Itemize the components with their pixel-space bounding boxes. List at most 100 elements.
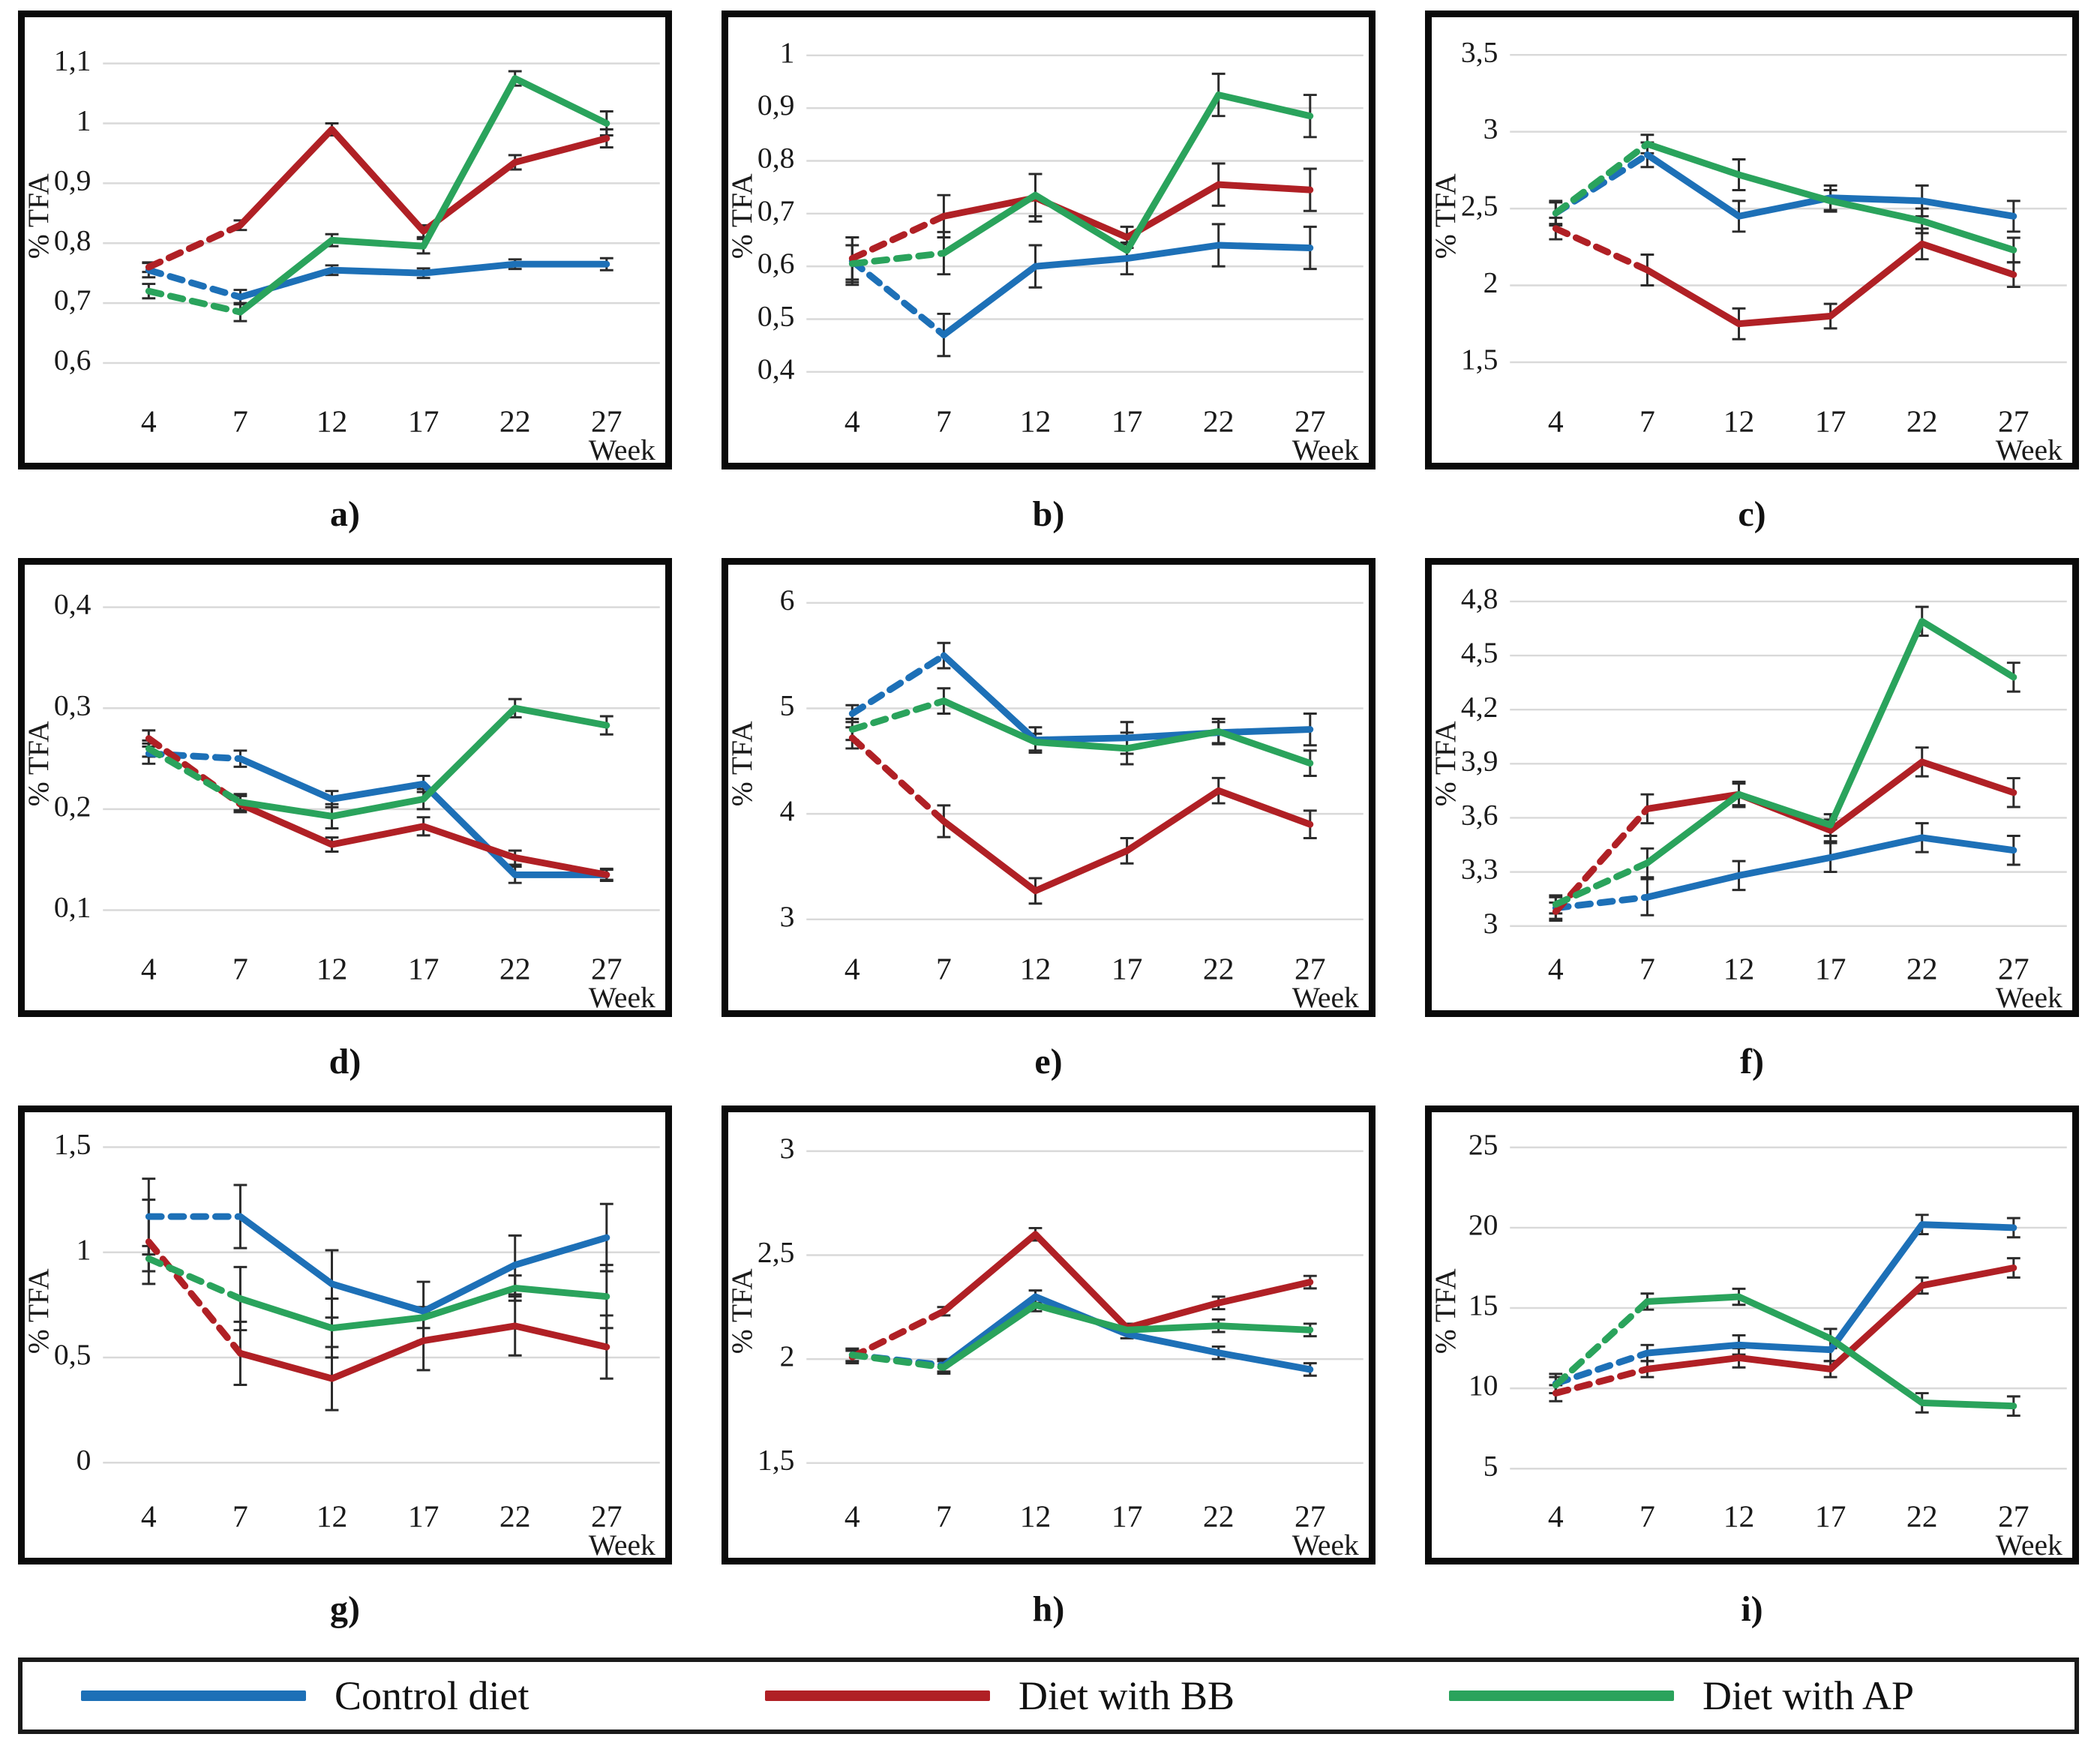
x-tick-label: 27 — [1998, 951, 2030, 986]
series-diet-with-bb-dashed — [1552, 225, 1651, 274]
y-tick-label: 0,8 — [758, 142, 794, 175]
series-diet-with-ap-dashed — [145, 745, 244, 806]
series-diet-with-ap-dashed — [1552, 140, 1651, 217]
y-axis-label: % TFA — [25, 1268, 55, 1354]
y-tick-label: 1,5 — [1461, 343, 1498, 376]
series-diet-with-bb-line — [1643, 758, 2018, 834]
gridlines: 5 10 15 20 25 — [1468, 1128, 2067, 1482]
y-tick-label: 1,1 — [54, 44, 91, 77]
panel-c: 1,5 2 2,5 3 3,5 % TFA 4 7 12 17 22 27 Week c) — [1425, 10, 2079, 558]
chart-box-e: 3 4 5 6 % TFA 4 7 12 17 22 27 Week — [722, 558, 1376, 1017]
series-diet-with-bb-line — [940, 181, 1314, 241]
panel-label-g: g) — [330, 1588, 360, 1629]
series-diet-with-bb-dashed — [848, 212, 947, 262]
x-tick-label: 27 — [1294, 1498, 1326, 1533]
y-tick-label: 0,4 — [54, 588, 92, 621]
panel-e: 3 4 5 6 % TFA 4 7 12 17 22 27 Week e) — [722, 558, 1376, 1106]
x-tick-label: 4 — [844, 404, 860, 438]
x-tick-labels: 4 7 12 17 22 27 — [1548, 404, 2030, 438]
x-tick-label: 27 — [591, 951, 622, 986]
series-control-diet-dashed — [1552, 893, 1651, 912]
x-tick-label: 7 — [1640, 1498, 1655, 1533]
x-axis-label: Week — [589, 434, 656, 463]
series-diet-with-bb-line — [1643, 240, 2018, 328]
series-diet-with-ap-line — [236, 1285, 610, 1332]
panel-label-f: f) — [1740, 1041, 1764, 1082]
panel-d: 0,1 0,2 0,3 0,4 % TFA 4 7 12 17 22 27 Week d) — [18, 558, 672, 1106]
series-diet-with-bb-dashed — [145, 1238, 244, 1357]
y-axis-label: % TFA — [1432, 173, 1462, 259]
series-control-diet-dashed — [848, 652, 947, 717]
x-tick-label: 12 — [1020, 1498, 1052, 1533]
y-axis-label: % TFA — [25, 173, 55, 259]
panel-label-i: i) — [1741, 1588, 1763, 1629]
gridlines: 0,4 0,5 0,6 0,7 0,8 0,9 1 — [758, 36, 1364, 386]
x-tick-label: 4 — [141, 951, 157, 986]
error-bars — [142, 1198, 614, 1412]
series-diet-with-bb-line — [940, 787, 1314, 895]
x-tick-label: 27 — [591, 404, 622, 438]
error-bars — [142, 1244, 614, 1359]
series-diet-with-bb-line — [236, 800, 610, 878]
series-diet-with-ap-line — [1643, 1293, 2018, 1410]
series-diet-with-ap-line — [236, 704, 610, 820]
y-tick-label: 0,7 — [54, 284, 91, 316]
x-axis-label: Week — [1996, 434, 2062, 463]
series-control-diet-line — [1643, 1221, 2018, 1357]
series-control-diet-line — [940, 1293, 1314, 1373]
x-tick-label: 7 — [232, 1498, 248, 1533]
legend-label-control-diet: Control diet — [334, 1673, 530, 1718]
panel-f: 3 3,3 3,6 3,9 4,2 4,5 4,8 % TFA 4 7 12 17 22 27 Week f) — [1425, 558, 2079, 1106]
error-bars — [1549, 1257, 2020, 1402]
x-tick-label: 27 — [1998, 404, 2030, 438]
x-tick-label: 7 — [232, 951, 248, 986]
x-tick-labels: 4 7 12 17 22 27 — [844, 404, 1326, 438]
y-tick-label: 1 — [76, 104, 92, 137]
x-tick-label: 17 — [408, 404, 440, 438]
x-tick-label: 12 — [316, 951, 348, 986]
y-tick-label: 0,8 — [54, 224, 91, 256]
panel-label-c: c) — [1738, 494, 1766, 534]
series-diet-with-ap-line — [236, 75, 610, 316]
legend-item-diet-with-ap: Diet with AP — [1390, 1672, 2074, 1719]
x-tick-label: 17 — [1815, 1498, 1846, 1533]
series-control-diet-dashed — [145, 750, 244, 763]
error-bars — [142, 122, 614, 274]
y-tick-label: 4,8 — [1461, 582, 1498, 615]
panel-i: 5 10 15 20 25 % TFA 4 7 12 17 22 27 Week i) — [1425, 1106, 2079, 1653]
x-tick-label: 7 — [936, 951, 952, 986]
y-tick-label: 25 — [1468, 1128, 1498, 1161]
y-tick-label: 2 — [780, 1340, 795, 1372]
x-tick-label: 22 — [1906, 404, 1938, 438]
panel-h: 1,5 2 2,5 3 % TFA 4 7 12 17 22 27 Week h) — [722, 1106, 1376, 1653]
legend-item-control-diet: Control diet — [22, 1672, 706, 1719]
y-tick-label: 0,3 — [54, 688, 91, 722]
x-tick-label: 12 — [1020, 404, 1052, 438]
y-tick-label: 0 — [76, 1443, 92, 1476]
x-tick-label: 22 — [1203, 404, 1234, 438]
y-axis-label: % TFA — [1432, 1268, 1462, 1354]
series-control-diet-line — [1643, 834, 2018, 901]
x-tick-label: 17 — [408, 1498, 440, 1533]
chart-box-d: 0,1 0,2 0,3 0,4 % TFA 4 7 12 17 22 27 Week — [18, 558, 672, 1017]
x-axis-label: Week — [589, 981, 656, 1010]
x-tick-label: 17 — [1815, 951, 1846, 986]
y-tick-label: 0,9 — [758, 88, 794, 122]
series-diet-with-bb-dashed — [848, 734, 947, 825]
x-tick-label: 7 — [1640, 404, 1655, 438]
x-tick-labels: 4 7 12 17 22 27 — [1548, 1498, 2030, 1533]
panel-label-b: b) — [1032, 494, 1065, 534]
series-diet-with-ap-line — [940, 92, 1314, 257]
series-diet-with-bb-dashed — [145, 221, 244, 271]
series-diet-with-ap-dashed — [145, 1255, 244, 1302]
y-tick-label: 2 — [1484, 266, 1498, 299]
y-tick-label: 0,9 — [54, 164, 91, 196]
x-tick-label: 7 — [936, 404, 952, 438]
x-tick-label: 4 — [1548, 404, 1564, 438]
series-diet-with-ap-dashed — [145, 287, 244, 316]
